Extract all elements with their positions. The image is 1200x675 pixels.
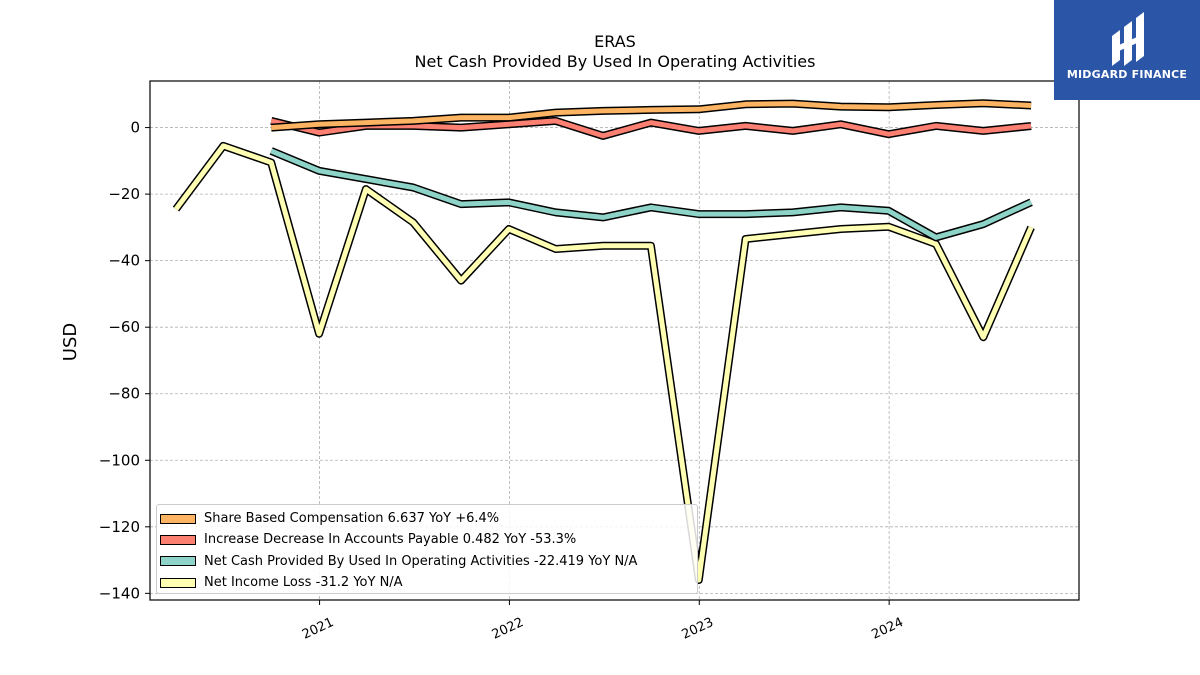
series-layer (172, 99, 1035, 584)
x-axis: 2021 2022 2023 2024 (300, 600, 906, 643)
y-tick-label: −140 (99, 584, 140, 602)
y-tick-label: −20 (108, 185, 140, 203)
legend-label: Net Income Loss -31.2 YoY N/A (204, 575, 403, 591)
y-axis: 0 −20 −40 −60 −80 −100 −120 −140 (99, 119, 150, 602)
chart-subtitle: Net Cash Provided By Used In Operating A… (415, 52, 816, 71)
chart-title: ERAS (594, 32, 636, 51)
x-tick-label: 2022 (490, 615, 526, 643)
legend-swatch (160, 556, 196, 567)
legend-item-share-based-compensation: Share Based Compensation 6.637 YoY +6.4% (160, 508, 697, 529)
midgard-finance-logo: MIDGARD FINANCE (1054, 0, 1200, 100)
legend-item-net-income-loss: Net Income Loss -31.2 YoY N/A (160, 572, 697, 593)
legend-swatch (160, 534, 196, 545)
legend-item-accounts-payable: Increase Decrease In Accounts Payable 0.… (160, 529, 697, 550)
x-tick-label: 2023 (680, 615, 716, 643)
legend-item-net-cash-operating: Net Cash Provided By Used In Operating A… (160, 551, 697, 572)
y-tick-label: 0 (130, 119, 140, 137)
y-tick-label: −120 (99, 518, 140, 536)
series-line-net-income-loss (173, 143, 1034, 583)
legend-label: Increase Decrease In Accounts Payable 0.… (204, 532, 577, 548)
legend: Share Based Compensation 6.637 YoY +6.4%… (156, 504, 698, 594)
logo-text: MIDGARD FINANCE (1066, 68, 1188, 81)
y-axis-label: USD (60, 323, 81, 361)
legend-swatch (160, 513, 196, 524)
series-line-net-cash-provided-by-used-in-operating-activities (270, 148, 1033, 240)
x-tick-label: 2021 (300, 615, 336, 643)
y-tick-label: −40 (108, 252, 140, 270)
series-line-share-based-compensation (271, 100, 1032, 131)
y-tick-label: −80 (108, 385, 140, 403)
legend-swatch (160, 577, 196, 588)
logo-mark-icon (1112, 12, 1144, 66)
x-tick-label: 2024 (869, 615, 905, 643)
y-tick-label: −60 (108, 318, 140, 336)
series-line-increase-decrease-in-accounts-payable (270, 118, 1032, 139)
y-tick-label: −100 (99, 451, 140, 469)
plot-frame (149, 80, 1080, 601)
legend-label: Net Cash Provided By Used In Operating A… (204, 553, 638, 569)
legend-label: Share Based Compensation 6.637 YoY +6.4% (204, 511, 500, 527)
